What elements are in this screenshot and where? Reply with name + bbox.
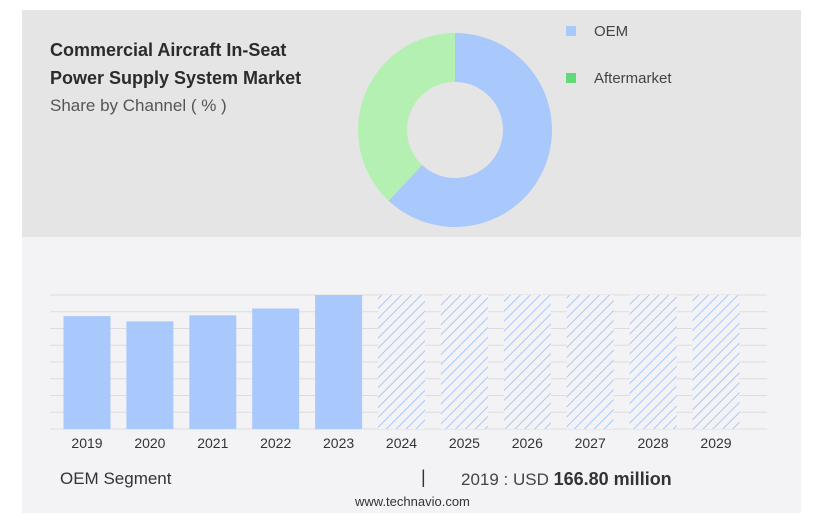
footer-value-text: 166.80 million	[553, 469, 672, 489]
footer-year-text: 2019 : USD	[461, 470, 549, 489]
legend-item-oem: OEM	[566, 20, 672, 42]
bar-2023	[315, 295, 363, 429]
bar-2021	[189, 315, 237, 429]
x-tick-label-2027: 2027	[575, 435, 606, 451]
bar-2020	[126, 321, 174, 429]
chart-subtitle: Share by Channel ( % )	[50, 96, 227, 115]
donut-slice-aftermarket	[358, 33, 455, 201]
legend-label-oem: OEM	[594, 22, 629, 40]
x-tick-label-2023: 2023	[323, 435, 354, 451]
x-tick-label-2024: 2024	[386, 435, 417, 451]
bar-forecast-2029	[692, 295, 740, 429]
legend-label-aftermarket: Aftermarket	[594, 69, 672, 87]
x-tick-label-2021: 2021	[197, 435, 228, 451]
source-link[interactable]: www.technavio.com	[355, 494, 470, 509]
chart-title-line2: Power Supply System Market	[50, 68, 302, 88]
donut-slice-oem	[388, 33, 552, 227]
bar-chart: 2019 2020 2021 2022 2023 2024 2025 2026 2027 2028…	[50, 294, 767, 451]
x-tick-label-2025: 2025	[449, 435, 480, 451]
donut-chart	[358, 33, 552, 227]
legend-item-aftermarket: Aftermarket	[566, 67, 672, 89]
bar-forecast-2027	[566, 295, 614, 429]
bar-forecast-2024	[378, 295, 425, 429]
legend-swatch-aftermarket	[566, 73, 576, 83]
chart-title-line1: Commercial Aircraft In-Seat	[50, 40, 287, 60]
footer-divider: |	[421, 467, 426, 487]
footer-segment-label: OEM Segment	[60, 469, 172, 488]
x-tick-label-2022: 2022	[260, 435, 291, 451]
bar-2022	[252, 308, 300, 429]
bar-forecast-2028	[629, 295, 677, 429]
x-tick-label-2019: 2019	[71, 435, 102, 451]
chart-title: Commercial Aircraft In-Seat Power Supply…	[50, 36, 350, 92]
legend: OEM Aftermarket	[566, 20, 672, 114]
bar-forecast-2026	[503, 295, 551, 429]
x-tick-label-2026: 2026	[512, 435, 543, 451]
x-tick-label-2029: 2029	[700, 435, 731, 451]
bar-2019	[63, 316, 111, 429]
x-tick-label-2028: 2028	[638, 435, 669, 451]
bar-forecast-2025	[440, 295, 488, 429]
x-tick-label-2020: 2020	[134, 435, 165, 451]
footer-value: 2019 : USD 166.80 million	[461, 469, 672, 490]
legend-swatch-oem	[566, 26, 576, 36]
